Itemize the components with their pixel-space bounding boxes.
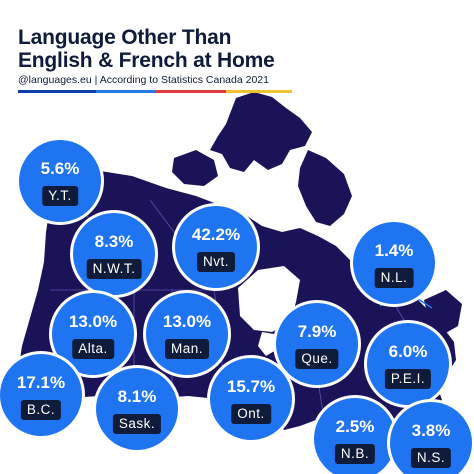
region-label: Y.T. bbox=[42, 186, 78, 206]
james-bay bbox=[258, 332, 276, 356]
accent-stripe-blue-dark bbox=[18, 90, 96, 93]
region-value: 7.9% bbox=[297, 322, 337, 341]
region-value: 15.7% bbox=[226, 377, 276, 396]
region-label: Nvt. bbox=[196, 252, 236, 272]
region-label: B.C. bbox=[20, 400, 62, 420]
accent-stripe-red bbox=[156, 90, 226, 93]
hudson-bay bbox=[238, 266, 300, 332]
region-value: 6.0% bbox=[388, 342, 428, 361]
region-bubble-yt: 5.6% Y.T. bbox=[19, 140, 101, 222]
region-bubble-pei: 6.0% P.E.I. bbox=[367, 323, 449, 405]
region-bubble-nwt: 8.3% N.W.T. bbox=[73, 213, 155, 295]
region-bubble-nl: 1.4% N.L. bbox=[353, 222, 435, 304]
region-bubble-ont: 15.7% Ont. bbox=[210, 358, 292, 440]
region-bubble-bc: 17.1% B.C. bbox=[0, 354, 82, 436]
region-label: N.W.T. bbox=[86, 259, 142, 279]
subtitle: @languages.eu | According to Statistics … bbox=[18, 74, 269, 86]
region-label: Sask. bbox=[112, 414, 162, 434]
page-title: Language Other Than English & French at … bbox=[18, 26, 275, 72]
region-label: N.L. bbox=[374, 268, 414, 288]
region-bubble-ns: 3.8% N.S. bbox=[390, 402, 472, 474]
region-value: 8.1% bbox=[117, 387, 157, 406]
region-label: Ont. bbox=[231, 404, 271, 424]
region-bubble-nvt: 42.2% Nvt. bbox=[175, 206, 257, 288]
region-bubble-sask: 8.1% Sask. bbox=[96, 368, 178, 450]
region-bubble-nb: 2.5% N.B. bbox=[314, 398, 396, 474]
title-line-2: English & French at Home bbox=[18, 49, 275, 72]
region-value: 5.6% bbox=[40, 159, 80, 178]
region-value: 17.1% bbox=[16, 373, 66, 392]
region-label: Alta. bbox=[72, 339, 114, 359]
region-value: 1.4% bbox=[374, 241, 414, 260]
baffin-island bbox=[298, 150, 352, 226]
arctic-islands bbox=[210, 92, 312, 172]
newfoundland bbox=[424, 290, 462, 334]
region-label: Que. bbox=[295, 349, 339, 369]
region-value: 13.0% bbox=[68, 312, 118, 331]
region-label: N.S. bbox=[410, 448, 452, 468]
victoria-island bbox=[172, 150, 218, 186]
region-bubble-que: 7.9% Que. bbox=[276, 303, 358, 385]
region-bubble-man: 13.0% Man. bbox=[146, 293, 228, 375]
region-label: P.E.I. bbox=[384, 369, 432, 389]
region-value: 3.8% bbox=[411, 421, 451, 440]
accent-stripe-yellow bbox=[226, 90, 292, 93]
title-line-1: Language Other Than bbox=[18, 26, 232, 49]
region-value: 8.3% bbox=[94, 232, 134, 251]
region-label: N.B. bbox=[334, 444, 376, 464]
region-value: 42.2% bbox=[191, 225, 241, 244]
accent-stripe-blue bbox=[96, 90, 156, 93]
region-value: 2.5% bbox=[335, 417, 375, 436]
region-value: 13.0% bbox=[162, 312, 212, 331]
region-label: Man. bbox=[164, 339, 210, 359]
